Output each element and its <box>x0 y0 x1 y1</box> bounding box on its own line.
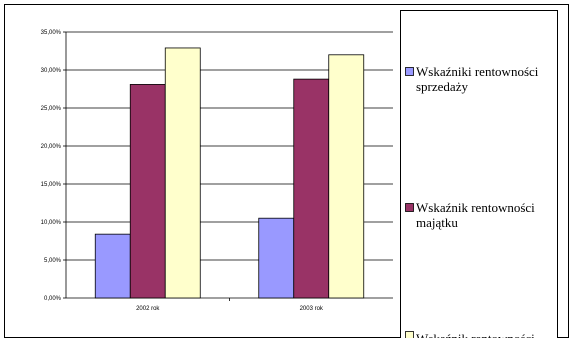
y-tick-label: 5,00% <box>44 258 62 264</box>
legend-swatch-2 <box>405 203 414 212</box>
legend-label-3-line-1: Wskaźnik rentowności <box>416 331 535 338</box>
bar-series-3-1 <box>164 47 201 299</box>
plot-area: 0,00% 5,00% 10,00% 15,00% 20,00% 25,00% 30,00%… <box>41 30 393 312</box>
y-tick-label: 10,00% <box>41 220 62 226</box>
y-tick-label: 15,00% <box>41 182 62 188</box>
y-tick-label: 20,00% <box>41 144 62 150</box>
bar-series-2-1 <box>129 84 166 299</box>
legend-label-1-line-1: Wskaźniki rentowności <box>416 64 539 79</box>
legend-box <box>400 10 558 338</box>
x-tick-label: 2003 rok <box>300 306 324 312</box>
bar-series-1-2 <box>258 217 295 299</box>
legend-swatch-3 <box>405 331 414 338</box>
y-tick-label: 25,00% <box>41 106 62 112</box>
bar-series-3-2 <box>328 54 365 299</box>
legend-label-2-line-1: Wskaźnik rentowności <box>416 200 535 215</box>
y-tick-label: 35,00% <box>41 30 62 36</box>
legend: Wskaźniki rentowności sprzedaży Wskaźnik… <box>400 10 558 338</box>
y-tick-label: 0,00% <box>44 296 62 302</box>
legend-swatch-1 <box>405 67 414 76</box>
bar-series-1-1 <box>94 233 131 299</box>
legend-label-1-line-2: sprzedaży <box>416 79 468 94</box>
bar-series-2-2 <box>293 78 330 299</box>
x-tick-label: 2002 rok <box>136 306 160 312</box>
legend-label-2-line-2: majątku <box>416 215 458 230</box>
y-tick-label: 30,00% <box>41 68 62 74</box>
